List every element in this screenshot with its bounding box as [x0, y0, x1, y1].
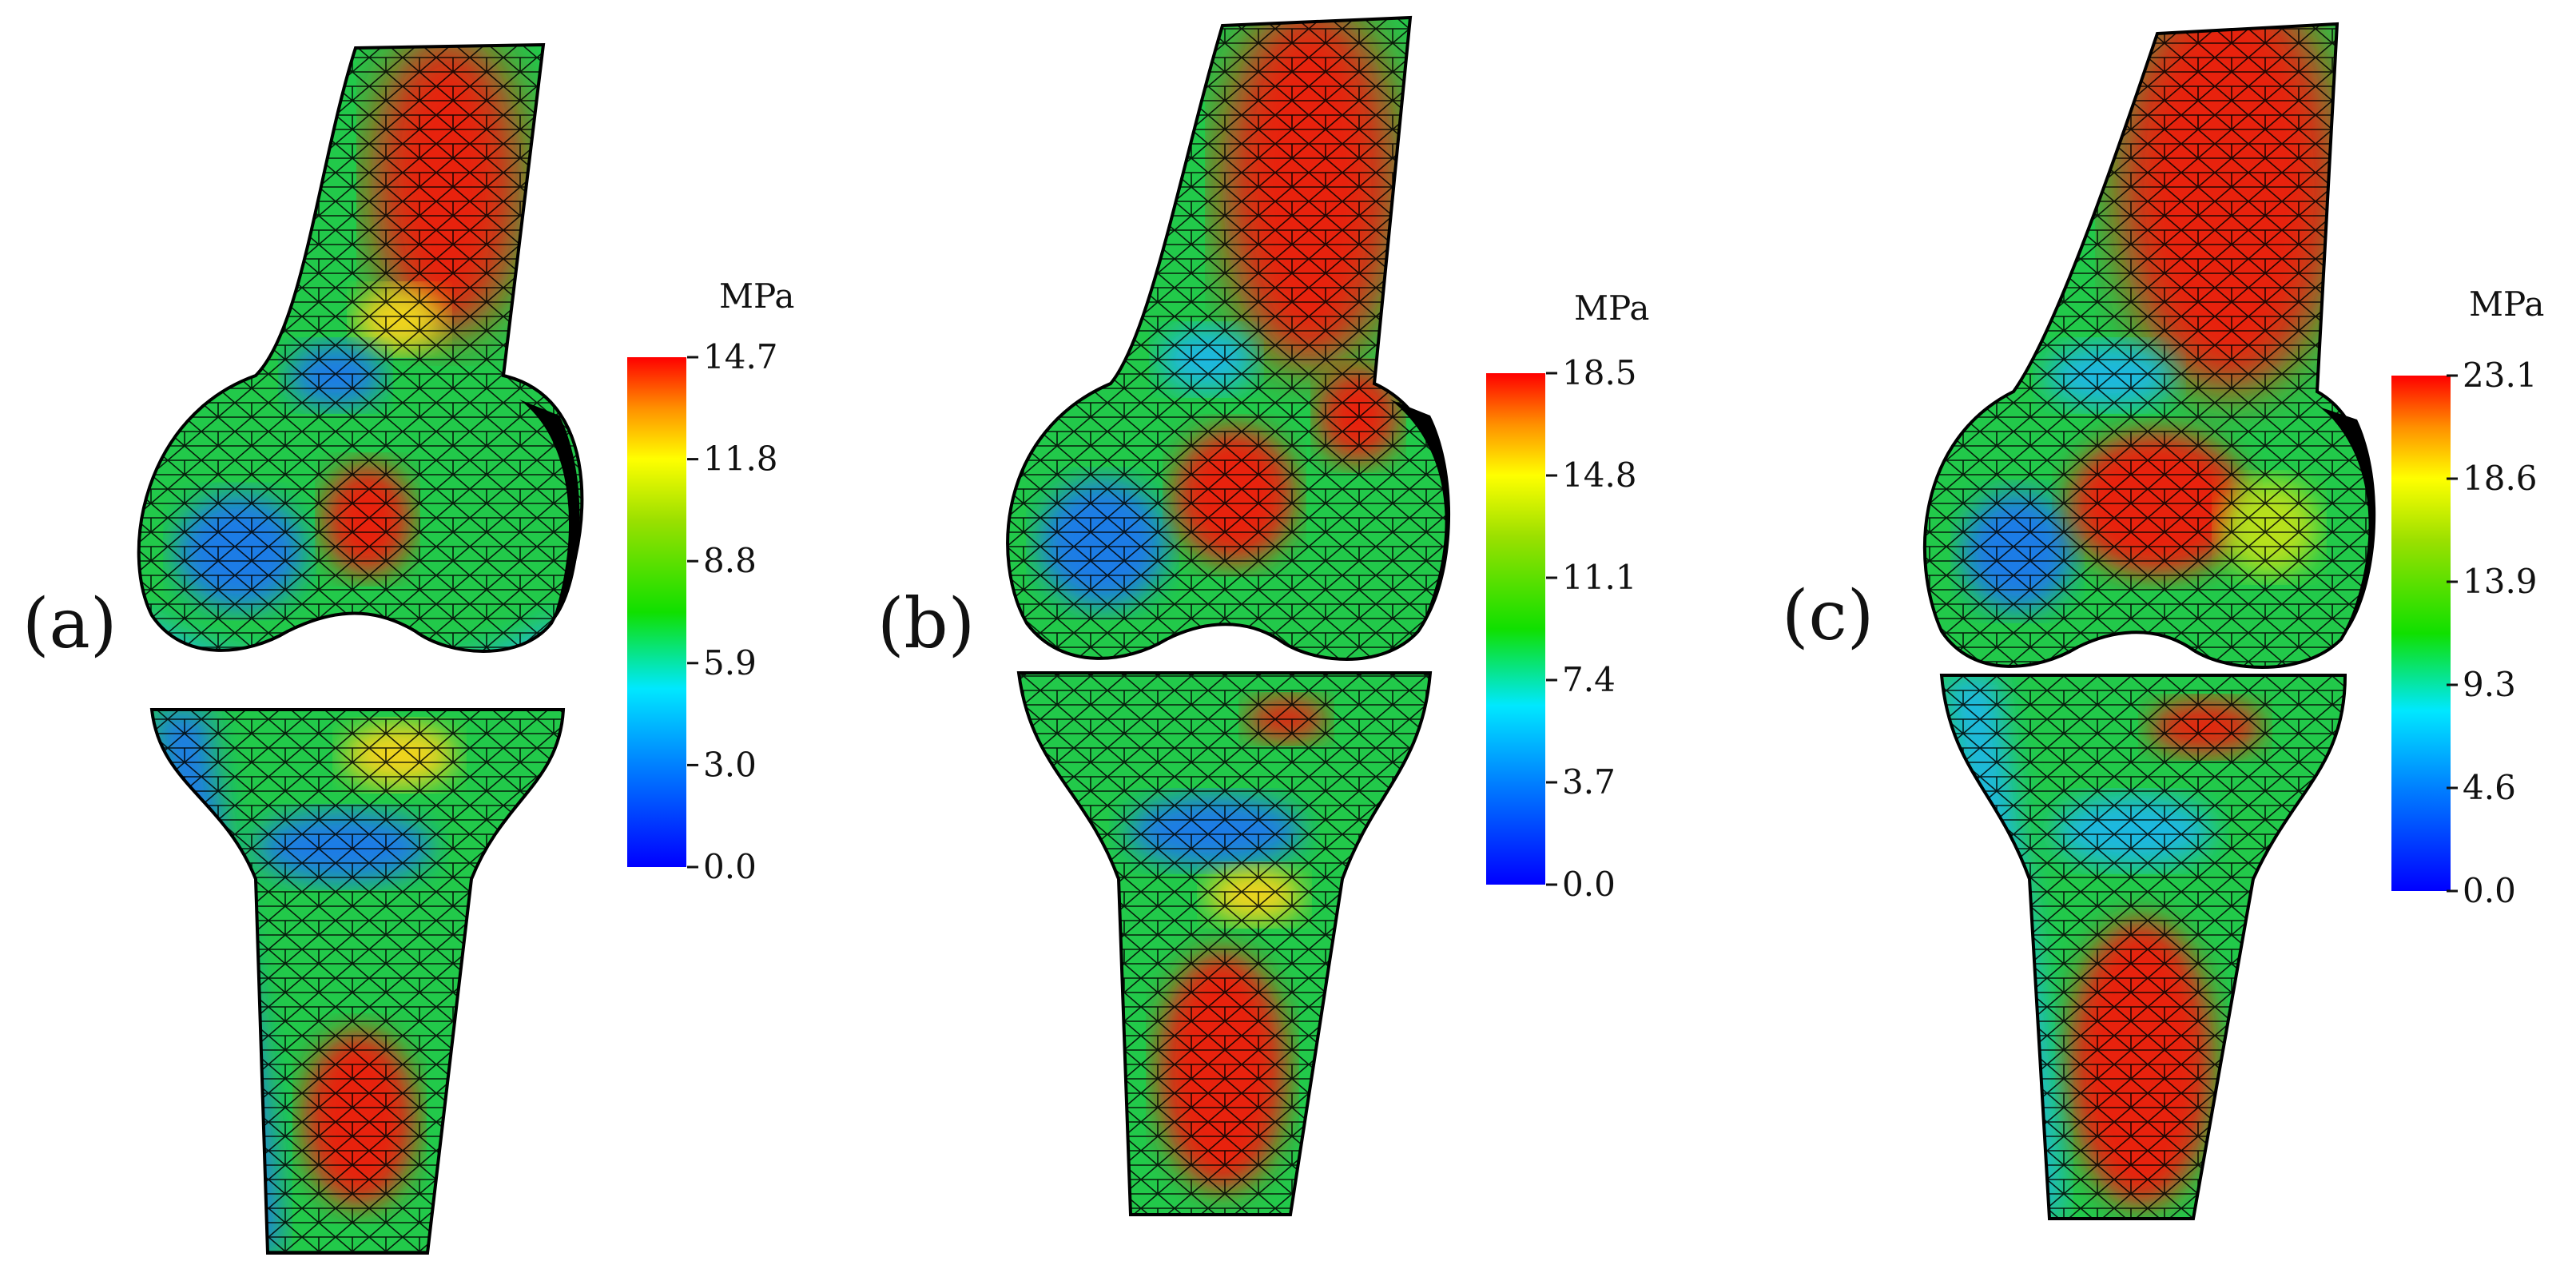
colorbar-tick-label: 13.9 — [2463, 562, 2538, 601]
colorbar-scale-a — [627, 357, 686, 867]
colorbar-tick-label: 0.0 — [703, 847, 757, 886]
panel-label-b: (b) — [877, 584, 975, 664]
tibia-model-c — [1939, 674, 2347, 1220]
colorbar-tick-label: 0.0 — [2463, 871, 2516, 910]
colorbar-tick-label: 3.7 — [1562, 762, 1616, 802]
panel-b: (b) — [877, 15, 1649, 1216]
femur-model-b — [1006, 15, 1451, 661]
colorbar-tick-label: 18.5 — [1562, 353, 1637, 392]
colorbar-tick-label: 7.4 — [1562, 660, 1616, 699]
panel-label-c: (c) — [1782, 576, 1874, 656]
colorbar-tick-label: 0.0 — [1562, 865, 1616, 904]
colorbar-unit-a: MPa — [719, 276, 794, 316]
colorbar-tick-label: 5.9 — [703, 643, 757, 682]
colorbar-tick-label: 14.8 — [1562, 455, 1637, 495]
colorbar-tick-label: 11.1 — [1562, 558, 1637, 597]
colorbar-tick-label: 11.8 — [703, 440, 778, 479]
colorbar-tick-label: 14.7 — [703, 337, 778, 376]
colorbar-unit-c: MPa — [2469, 284, 2544, 324]
femur-model-c — [1922, 22, 2376, 669]
tibia-model-a — [149, 708, 566, 1255]
colorbar-tick-label: 3.0 — [703, 745, 757, 784]
tibia-model-b — [1016, 671, 1433, 1216]
panel-label-a: (a) — [22, 584, 117, 664]
colorbar-tick-label: 18.6 — [2463, 459, 2538, 498]
panel-a: (a) — [22, 42, 794, 1255]
colorbar-scale-c — [2391, 376, 2451, 891]
colorbar-unit-b: MPa — [1574, 288, 1649, 328]
colorbar-scale-b — [1486, 373, 1545, 885]
colorbar-tick-label: 8.8 — [703, 541, 757, 580]
panel-c: (c) — [1782, 22, 2544, 1220]
colorbar-a: MPa 14.7 11.8 8.8 5.9 3.0 0.0 — [627, 276, 794, 886]
femur-model-a — [137, 42, 584, 653]
colorbar-b: MPa 18.5 14.8 11.1 7.4 3.7 0.0 — [1486, 288, 1649, 904]
colorbar-tick-label: 9.3 — [2463, 665, 2516, 704]
colorbar-c: MPa 23.1 18.6 13.9 9.3 4.6 0.0 — [2391, 284, 2544, 910]
colorbar-tick-label: 4.6 — [2463, 768, 2516, 807]
colorbar-tick-label: 23.1 — [2463, 356, 2538, 395]
